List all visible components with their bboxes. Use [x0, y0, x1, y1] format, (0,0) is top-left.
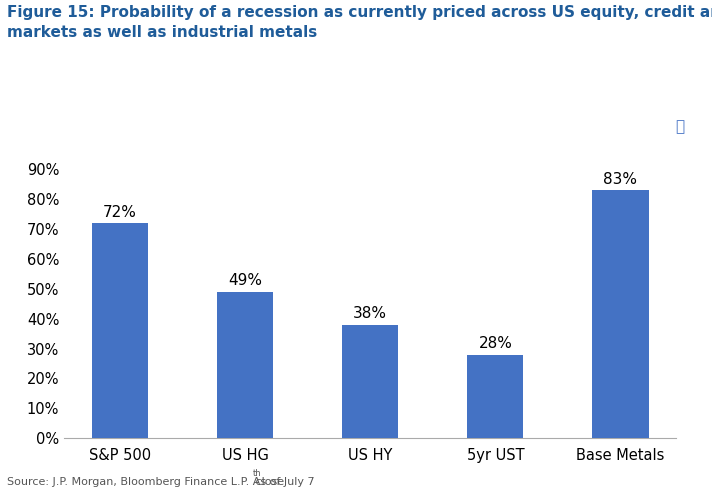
Text: 49%: 49% — [228, 273, 262, 288]
Text: Source: J.P. Morgan, Bloomberg Finance L.P. As of July 7: Source: J.P. Morgan, Bloomberg Finance L… — [7, 477, 315, 487]
Text: 83%: 83% — [604, 172, 637, 187]
Text: 38%: 38% — [353, 306, 387, 321]
Text: Figure 15: Probability of a recession as currently priced across US equity, cred: Figure 15: Probability of a recession as… — [7, 5, 712, 40]
Text: th: th — [252, 469, 261, 478]
Text: 72%: 72% — [103, 205, 137, 220]
Text: 28%: 28% — [478, 336, 512, 351]
Bar — [592, 190, 649, 438]
Bar — [467, 355, 523, 438]
Bar — [342, 325, 399, 438]
Text: close: close — [252, 477, 285, 487]
Bar — [92, 223, 148, 438]
Text: ⤢: ⤢ — [676, 120, 684, 134]
Bar — [217, 292, 273, 438]
